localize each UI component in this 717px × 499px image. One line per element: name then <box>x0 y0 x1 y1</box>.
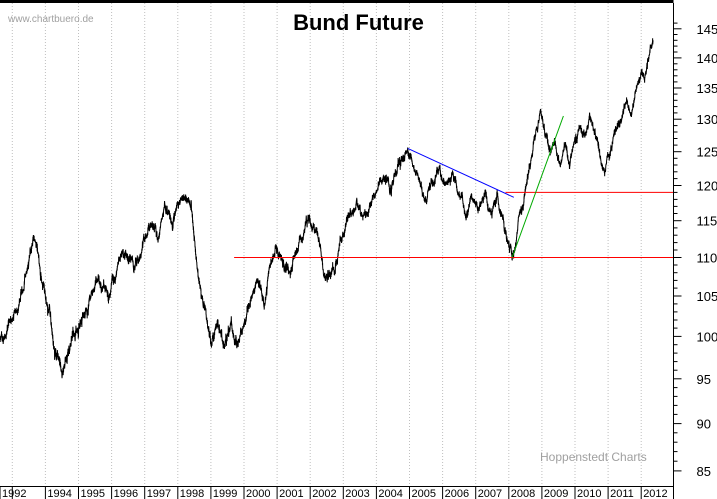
svg-text:2003: 2003 <box>345 488 369 499</box>
svg-text:1997: 1997 <box>147 488 171 499</box>
svg-text:1994: 1994 <box>47 488 71 499</box>
svg-text:1999: 1999 <box>213 488 237 499</box>
svg-text:2011: 2011 <box>610 488 634 499</box>
svg-text:1995: 1995 <box>81 488 105 499</box>
svg-text:100: 100 <box>697 329 717 344</box>
svg-text:2008: 2008 <box>511 488 535 499</box>
svg-text:1998: 1998 <box>180 488 204 499</box>
svg-text:140: 140 <box>697 51 717 66</box>
svg-text:105: 105 <box>697 289 717 304</box>
svg-text:2001: 2001 <box>279 488 303 499</box>
svg-text:130: 130 <box>697 112 717 127</box>
svg-text:2012: 2012 <box>643 488 667 499</box>
svg-text:115: 115 <box>697 214 717 229</box>
svg-text:2007: 2007 <box>478 488 502 499</box>
svg-text:125: 125 <box>697 145 717 160</box>
svg-text:1992: 1992 <box>2 488 26 499</box>
svg-text:85: 85 <box>697 464 711 479</box>
svg-text:135: 135 <box>697 81 717 96</box>
svg-text:120: 120 <box>697 179 717 194</box>
svg-text:2004: 2004 <box>378 488 402 499</box>
svg-text:2005: 2005 <box>412 488 436 499</box>
svg-text:2009: 2009 <box>544 488 568 499</box>
svg-text:2002: 2002 <box>312 488 336 499</box>
svg-text:95: 95 <box>697 372 711 387</box>
svg-text:2010: 2010 <box>577 488 601 499</box>
svg-text:2000: 2000 <box>246 488 270 499</box>
svg-text:90: 90 <box>697 417 711 432</box>
svg-text:2006: 2006 <box>445 488 469 499</box>
svg-text:110: 110 <box>697 251 717 266</box>
svg-text:1996: 1996 <box>114 488 138 499</box>
